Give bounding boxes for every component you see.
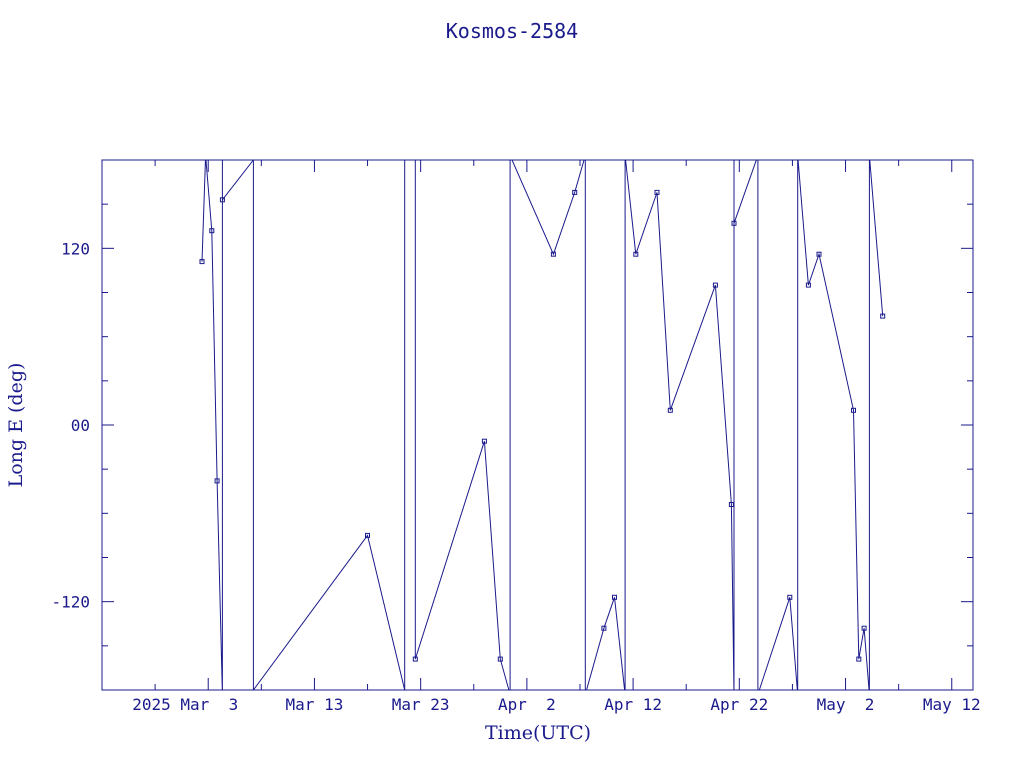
x-tick-label: Apr 2: [498, 695, 556, 714]
data-point: [612, 594, 617, 600]
data-point: [851, 407, 856, 413]
data-point: [497, 656, 503, 662]
data-point: [219, 197, 225, 203]
data-point: [633, 251, 639, 257]
y-axis-title: Long E (deg): [5, 363, 27, 488]
x-tick-label: May 12: [923, 695, 981, 714]
chart-title: Kosmos-2584: [446, 19, 578, 43]
y-tick-label: 120: [61, 239, 90, 258]
data-point: [861, 625, 867, 631]
data-point: [601, 625, 607, 631]
x-tick-label: 2025 Mar 3: [132, 695, 238, 714]
plot-area: [101, 159, 974, 691]
data-point: [199, 259, 205, 265]
data-point: [787, 594, 793, 600]
x-tick-label: Mar 13: [286, 695, 344, 714]
data-point: [209, 228, 215, 234]
data-point: [481, 438, 487, 444]
data-point: [365, 532, 370, 538]
axis-ticks: [101, 159, 973, 691]
data-point: [412, 656, 418, 662]
data-point: [816, 251, 822, 257]
data-point: [805, 282, 811, 288]
data-point: [667, 407, 673, 413]
tick-labels: 2025 Mar 3 Mar 13 Mar 23 Apr 2 Apr 12 Apr 22 M…: [51, 239, 980, 714]
data-point: [728, 502, 734, 507]
x-axis-title: Time(UTC): [485, 722, 591, 744]
x-tick-label: May 2: [817, 695, 875, 714]
data-point: [214, 478, 220, 484]
x-tick-label: Apr 12: [604, 695, 662, 714]
plot-frame: [101, 159, 974, 691]
data-point: [856, 656, 862, 662]
x-tick-label: Mar 23: [392, 695, 450, 714]
data-point: [880, 313, 886, 319]
data-point: [654, 189, 660, 195]
data-point: [731, 220, 737, 226]
series-line: [201, 160, 884, 690]
y-tick-label: 00: [71, 416, 90, 435]
data-point: [550, 251, 556, 257]
data-point: [572, 189, 578, 195]
y-tick-label: -120: [51, 593, 90, 612]
data-point: [712, 282, 718, 288]
x-tick-label: Apr 22: [710, 695, 768, 714]
